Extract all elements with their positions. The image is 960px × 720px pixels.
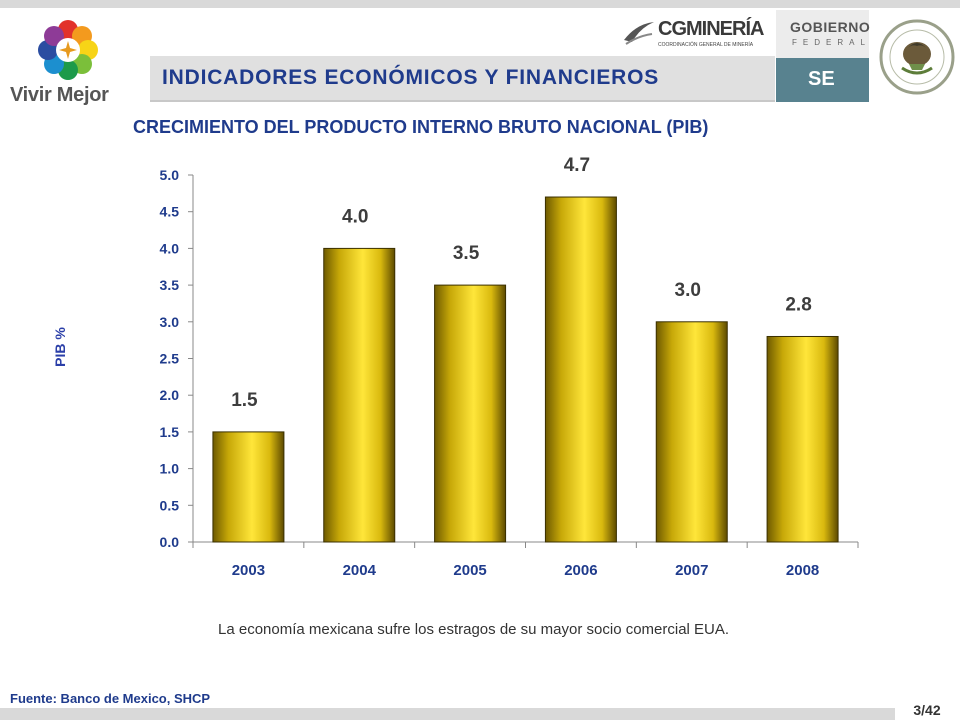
gobierno-title: GOBIERNO (790, 19, 871, 35)
x-tick-label: 2008 (786, 562, 819, 579)
bottom-strip (0, 708, 895, 720)
y-tick-label: 3.5 (160, 277, 180, 293)
bar (655, 321, 728, 543)
x-tick-label: 2005 (453, 562, 486, 579)
data-label: 1.5 (231, 390, 258, 411)
source-note: Fuente: Banco de Mexico, SHCP (10, 691, 211, 706)
section-title-band: INDICADORES ECONÓMICOS Y FINANCIEROS (150, 56, 775, 102)
y-tick-label: 4.0 (160, 240, 180, 256)
bar (766, 335, 839, 543)
page-number: 3/42 (896, 702, 958, 720)
x-tick-label: 2004 (343, 562, 377, 579)
vivir-mejor-logo: Vivir Mejor (8, 14, 128, 106)
y-tick-label: 1.5 (160, 424, 180, 440)
cg-logo-text: CGMINERÍA (658, 18, 764, 40)
y-tick-label: 2.0 (160, 387, 180, 403)
gobierno-subtitle: FEDERAL (792, 38, 871, 47)
cg-mineria-logo: CGMINERÍA COORDINACIÓN GENERAL DE MINERÍ… (622, 18, 772, 52)
footnote: La economía mexicana sufre los estragos … (218, 621, 730, 638)
gobierno-federal-box: GOBIERNO FEDERAL (776, 10, 871, 60)
se-label: SE (808, 68, 835, 90)
y-tick-label: 5.0 (160, 167, 180, 183)
x-tick-label: 2003 (232, 562, 265, 579)
section-title: INDICADORES ECONÓMICOS Y FINANCIEROS (162, 66, 660, 89)
data-label: 2.8 (785, 294, 811, 315)
y-tick-label: 0.5 (160, 497, 180, 513)
bar (323, 247, 396, 543)
y-tick-label: 2.5 (160, 351, 180, 367)
data-label: 3.5 (453, 243, 480, 264)
bar (544, 196, 617, 543)
data-label: 3.0 (675, 280, 701, 301)
y-tick-label: 4.5 (160, 204, 180, 220)
flower-emblem-icon (38, 20, 98, 80)
bar (212, 431, 285, 543)
x-tick-label: 2006 (564, 562, 597, 579)
y-tick-label: 3.0 (160, 314, 180, 330)
bar (434, 284, 507, 543)
y-tick-label: 0.0 (160, 534, 180, 550)
data-label: 4.7 (564, 155, 590, 176)
x-tick-label: 2007 (675, 562, 708, 579)
se-box: SE (776, 58, 869, 102)
chart-title: CRECIMIENTO DEL PRODUCTO INTERNO BRUTO N… (133, 117, 709, 137)
header-top (150, 10, 780, 58)
y-tick-label: 1.0 (160, 461, 180, 477)
cg-logo-subtitle: COORDINACIÓN GENERAL DE MINERÍA (658, 42, 754, 48)
data-label: 4.0 (342, 206, 368, 227)
top-strip (0, 0, 960, 8)
mexico-seal-icon (878, 18, 956, 96)
logo-text: Vivir Mejor (10, 84, 109, 106)
swoosh-icon (624, 22, 654, 45)
